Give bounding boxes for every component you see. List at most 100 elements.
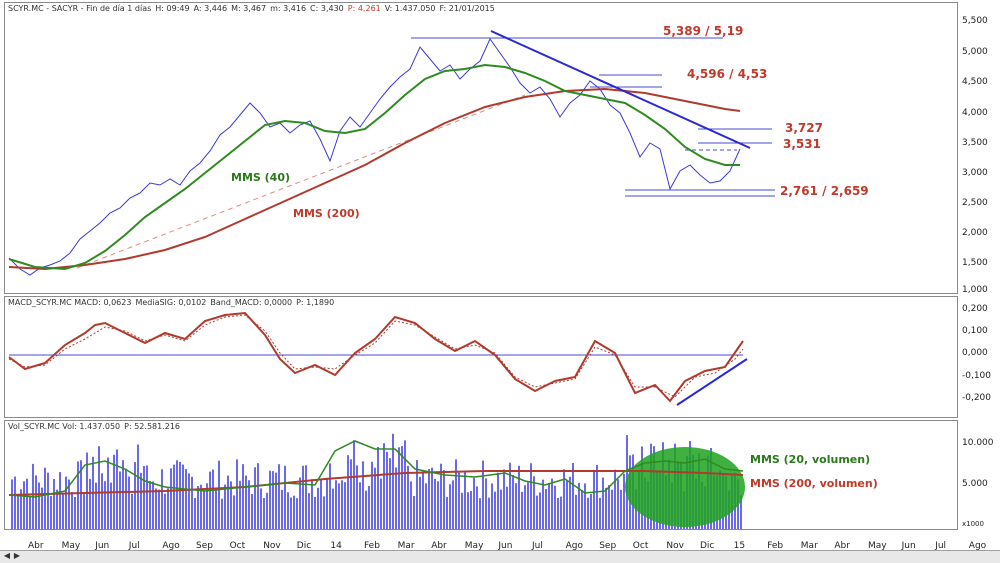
volume-bar (101, 473, 103, 529)
volume-bar (185, 469, 187, 529)
volume-bar (170, 468, 172, 529)
volume-bar (614, 469, 616, 529)
volume-bar (347, 455, 349, 529)
volume-bar (278, 464, 280, 529)
price-chart[interactable]: 5,389 / 5,19 4,596 / 4,53 3,727 3,531 2,… (5, 3, 959, 295)
volume-bar (311, 479, 313, 529)
y-tick: 2,000 (962, 228, 988, 238)
volume-bar (137, 444, 139, 529)
volume-bar (263, 498, 265, 529)
volume-bar (467, 492, 469, 529)
volume-bar (530, 463, 532, 529)
volume-bar (47, 472, 49, 529)
macd-signal-series (8, 314, 744, 398)
macd-trend-line (676, 358, 748, 406)
volume-bar (275, 472, 277, 529)
volume-bar (188, 473, 190, 529)
dashed-trend-line (76, 94, 526, 269)
volume-bar (497, 472, 499, 529)
x-tick: Ago (968, 541, 987, 551)
volume-bar (239, 480, 241, 529)
macd-pane[interactable]: MACD_SCYR.MC MACD: 0,0623 MediaSIG: 0,010… (4, 296, 958, 418)
volume-bar (293, 495, 295, 529)
volume-chart[interactable]: MMS (20, volumen) MMS (200, volumen) (5, 421, 959, 531)
ma40-series (8, 63, 740, 271)
volume-bar (470, 490, 472, 529)
volume-bar (443, 470, 445, 529)
volume-bar (377, 446, 379, 529)
volume-bar (95, 482, 97, 529)
volume-bar (83, 494, 85, 529)
level-label-3: 3,727 (785, 121, 823, 135)
volume-bar (227, 475, 229, 529)
volume-bar (296, 498, 298, 529)
volume-bar (269, 470, 271, 529)
ma200-series (8, 87, 741, 271)
y-tick: 1,500 (962, 258, 988, 268)
y-tick: 5.000 (962, 479, 988, 489)
volume-bar (620, 489, 622, 529)
volume-bar (365, 490, 367, 529)
volume-bar (449, 484, 451, 529)
volume-bar (254, 467, 256, 529)
y-tick: 5,500 (962, 16, 988, 26)
volume-bar (431, 467, 433, 529)
volume-bar (197, 486, 199, 529)
volume-bar (515, 483, 517, 529)
volume-bar (257, 463, 259, 529)
volume-bar (35, 475, 37, 529)
volume-bar (131, 493, 133, 529)
price-pane[interactable]: SCYR.MC - SACYR - Fin de día 1 días H: 09… (4, 2, 958, 294)
scale-note: x1000 (962, 520, 984, 528)
volume-pane[interactable]: Vol_SCYR.MC Vol: 1.437.050 P: 52.581.216 … (4, 420, 958, 530)
volume-bar (410, 481, 412, 529)
volume-bar (623, 473, 625, 529)
vol-ma200-series (8, 470, 744, 496)
volume-bar (593, 469, 595, 529)
support-resistance-lines (411, 37, 775, 197)
volume-bar (194, 498, 196, 529)
y-tick: -0,200 (962, 393, 992, 403)
volume-bar (125, 468, 127, 529)
volume-bar (167, 488, 169, 529)
volume-bar (398, 447, 400, 529)
x-tick: Feb (767, 541, 784, 551)
volume-bar (308, 493, 310, 529)
volume-bar (539, 492, 541, 529)
volume-bar (203, 490, 205, 529)
x-tick: May (464, 541, 484, 551)
volume-bar (191, 476, 193, 529)
volume-bar (299, 477, 301, 529)
volume-bar (362, 461, 364, 529)
volume-bar (314, 496, 316, 529)
volume-bar (20, 489, 22, 529)
horizontal-scrollbar[interactable] (0, 550, 1000, 563)
x-tick: Jul (935, 541, 947, 551)
volume-bar (287, 492, 289, 529)
scroll-left-icon[interactable]: ◀ (3, 551, 11, 560)
volume-bar (560, 496, 562, 529)
volume-bar (590, 493, 592, 529)
volume-y-axis: 10.000 5.000 x1000 (958, 420, 996, 530)
volume-bar (380, 478, 382, 529)
volume-bar (218, 460, 220, 529)
volume-bar (602, 477, 604, 529)
volume-bar (212, 469, 214, 529)
macd-chart[interactable] (5, 297, 959, 419)
volume-bar (146, 465, 148, 529)
vol-ma20-label: MMS (20, volumen) (750, 453, 870, 466)
volume-bar (464, 471, 466, 529)
volume-bar (401, 446, 403, 529)
volume-bar (317, 487, 319, 529)
volume-bar (488, 497, 490, 529)
volume-bar (455, 459, 457, 529)
volume-bar (215, 488, 217, 529)
volume-bar (233, 495, 235, 529)
volume-bar (419, 476, 421, 529)
volume-bar (272, 471, 274, 529)
volume-bar (350, 459, 352, 529)
volume-bar (617, 479, 619, 529)
price-series (8, 38, 741, 276)
level-label-2: 4,596 / 4,53 (687, 67, 767, 81)
scroll-right-icon[interactable]: ▶ (13, 551, 21, 560)
